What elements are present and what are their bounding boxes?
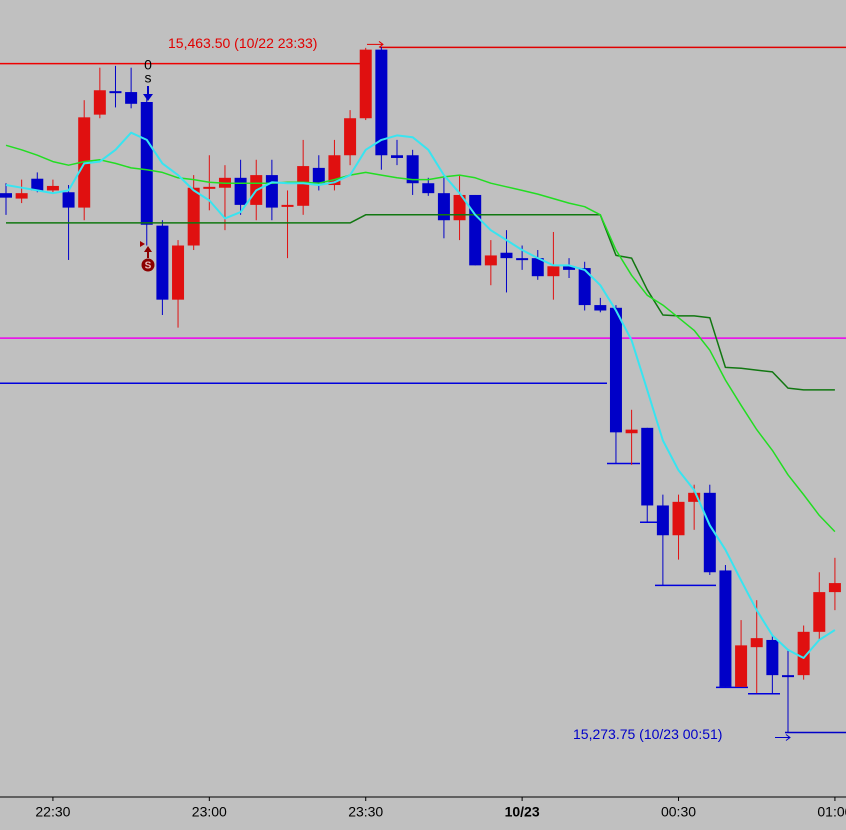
signal-kind: s [145,70,152,86]
x-tick-label: 22:30 [35,804,70,820]
candle-body [469,194,482,266]
moving-average-line [5,144,836,533]
candle-body [281,204,294,207]
candle-body [625,429,638,434]
candle-body [719,570,732,687]
signal-icon-label: S [145,261,152,272]
candle-body [406,155,419,184]
candle-body [594,305,607,311]
candle-body [766,639,779,676]
candle-body [782,675,794,678]
candle-body [672,501,685,536]
candle-body [328,155,341,186]
candle-body [359,49,372,119]
candle-body [609,307,622,433]
candle-body [156,225,169,300]
candle-body [750,638,763,648]
candle-body [172,245,185,300]
candle-body [516,258,529,261]
candle-body [703,492,716,573]
candle-body [797,631,810,676]
candle-body [15,193,28,199]
moving-average-line [5,131,836,659]
candle-body [109,91,122,94]
signal-tick [140,241,145,247]
candle-body [93,90,106,115]
candle-body [500,252,513,259]
candle-body [453,194,466,221]
extreme-arrow [775,734,791,741]
candle-body [813,592,826,632]
plot-area [0,46,846,734]
candle-body [563,266,576,270]
candle-body [0,193,12,198]
candle-body [31,178,44,191]
candle-body [297,166,310,206]
candle-body [641,427,654,506]
candle-body [203,186,216,189]
candle-body [484,255,497,266]
candle-body [62,192,75,208]
candle-body [688,492,701,502]
candle-body [125,92,138,104]
signal-arrowhead [143,94,153,101]
extreme-arrow [367,41,384,48]
candle-body [140,101,153,225]
extreme-label: 15,463.50 (10/22 23:33) [168,35,317,51]
candle-body [265,175,278,208]
signal-count: 0 [144,57,152,73]
x-tick-label: 10/23 [505,804,540,820]
extreme-label: 15,273.75 (10/23 00:51) [573,726,722,742]
candle-body [437,193,450,221]
candle-body [46,185,59,191]
x-tick-label: 00:30 [661,804,696,820]
candle-body [344,118,357,156]
candle-body [312,167,325,184]
signal-marker: 0 s S [140,57,155,272]
candle-body [391,155,403,158]
x-tick-label: 23:00 [192,804,227,820]
candle-body [422,183,435,194]
candle-body [578,268,591,306]
candle-body [375,49,388,156]
signal-icon [141,258,155,272]
candle-body [828,583,841,593]
candle-body [234,177,247,205]
candle-body [547,266,560,277]
x-tick-label: 23:30 [348,804,383,820]
candle-body [656,505,669,536]
candle-body [531,258,544,277]
x-tick-label: 01:00 [817,804,846,820]
candle-body [735,645,748,687]
candle-body [187,187,200,246]
signal-up-arrowhead [144,246,152,252]
moving-average-line [6,214,835,391]
